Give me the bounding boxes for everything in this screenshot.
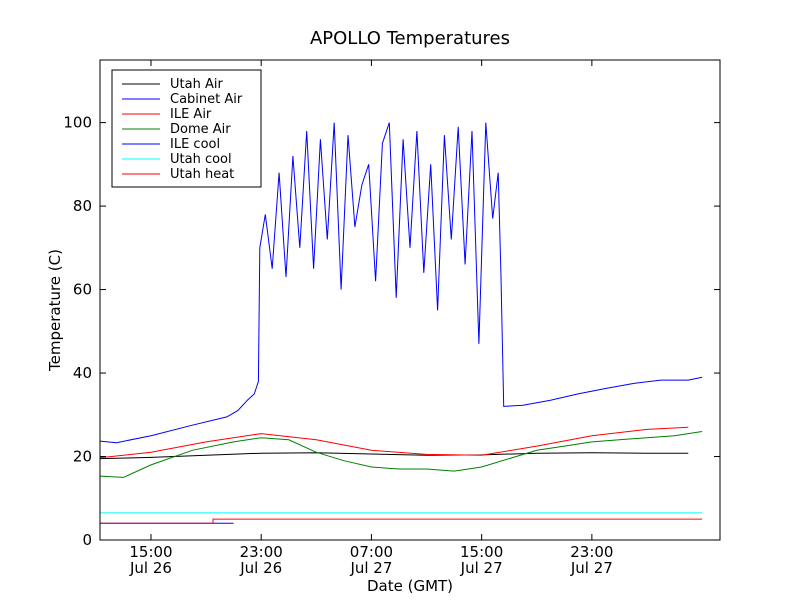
y-tick-label: 100	[63, 114, 92, 132]
y-tick-label: 60	[73, 281, 92, 299]
legend-label: Cabinet Air	[170, 92, 243, 107]
series-line-ile-air	[99, 426, 689, 459]
y-tick-label: 0	[82, 531, 92, 549]
series-line-dome-air	[99, 431, 703, 478]
x-tick-label-date: Jul 26	[239, 559, 282, 577]
plot-area	[99, 59, 721, 541]
series-line-utah-heat	[100, 518, 703, 524]
y-tick-label: 40	[73, 364, 92, 382]
plot-frame	[99, 59, 721, 541]
legend-label: Utah Air	[170, 77, 223, 92]
y-tick-label: 20	[73, 448, 92, 466]
y-tick-label: 80	[73, 197, 92, 215]
y-axis-label: Temperature (C)	[46, 249, 64, 372]
x-tick-label-time: 07:00	[350, 543, 393, 561]
x-tick-label-date: Jul 27	[570, 559, 613, 577]
x-tick-label-time: 23:00	[240, 543, 283, 561]
series-line-utah-air	[99, 452, 689, 460]
legend-label: ILE Air	[170, 107, 212, 122]
x-tick-label-date: Jul 27	[460, 559, 503, 577]
legend-label: Utah heat	[170, 167, 234, 182]
x-tick-label-date: Jul 27	[349, 559, 392, 577]
series-line-cabinet-air	[99, 122, 703, 444]
x-tick-label-date: Jul 26	[129, 559, 172, 577]
x-tick-label-time: 15:00	[129, 543, 172, 561]
legend-label: Dome Air	[170, 122, 231, 137]
x-tick-label-time: 23:00	[570, 543, 613, 561]
chart-title: APOLLO Temperatures	[310, 28, 510, 49]
x-tick-label-time: 15:00	[460, 543, 503, 561]
x-axis-label: Date (GMT)	[367, 577, 453, 595]
legend-label: ILE cool	[170, 137, 220, 152]
legend-label: Utah cool	[170, 152, 232, 167]
